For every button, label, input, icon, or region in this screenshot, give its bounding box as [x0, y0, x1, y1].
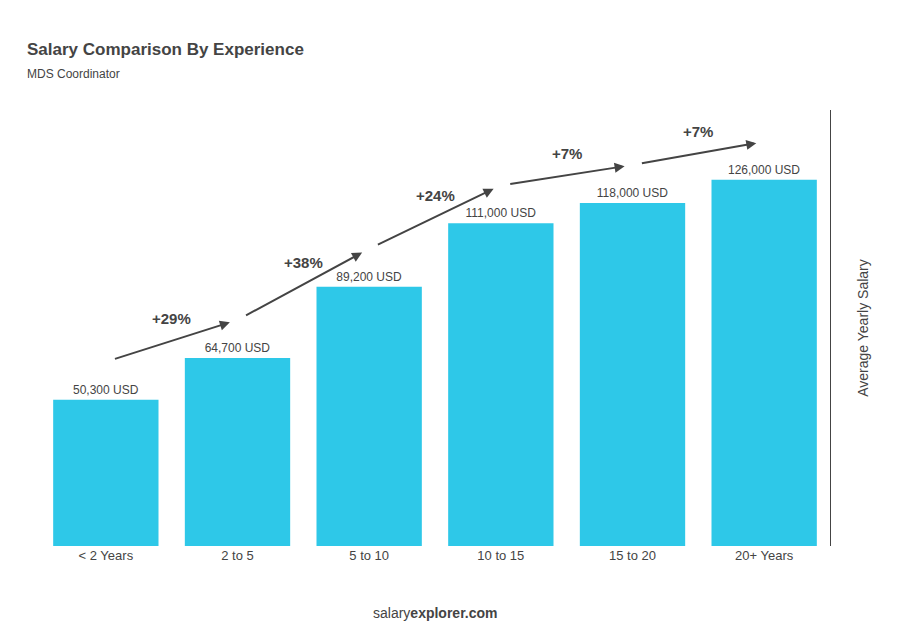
svg-text:MDS Coordinator: MDS Coordinator — [27, 67, 120, 81]
svg-text:50,300 USD: 50,300 USD — [73, 383, 139, 397]
svg-text:2 to 5: 2 to 5 — [221, 548, 254, 563]
svg-text:salaryexplorer.com: salaryexplorer.com — [373, 605, 498, 621]
svg-text:Average Yearly Salary: Average Yearly Salary — [855, 259, 871, 397]
svg-text:+7%: +7% — [552, 145, 582, 162]
svg-text:< 2 Years: < 2 Years — [79, 548, 134, 563]
svg-text:10 to 15: 10 to 15 — [477, 548, 524, 563]
svg-text:64,700 USD: 64,700 USD — [205, 341, 271, 355]
svg-text:+24%: +24% — [416, 187, 455, 204]
svg-text:Salary Comparison By Experienc: Salary Comparison By Experience — [27, 40, 304, 59]
svg-text:+29%: +29% — [152, 310, 191, 327]
svg-text:+7%: +7% — [683, 123, 713, 140]
svg-text:15 to 20: 15 to 20 — [609, 548, 656, 563]
svg-text:+38%: +38% — [284, 254, 323, 271]
svg-text:126,000 USD: 126,000 USD — [728, 163, 800, 177]
svg-text:20+ Years: 20+ Years — [735, 548, 794, 563]
svg-text:118,000 USD: 118,000 USD — [597, 186, 668, 200]
svg-text:89,200 USD: 89,200 USD — [336, 270, 402, 284]
svg-text:111,000 USD: 111,000 USD — [466, 206, 537, 220]
svg-text:5 to 10: 5 to 10 — [349, 548, 389, 563]
